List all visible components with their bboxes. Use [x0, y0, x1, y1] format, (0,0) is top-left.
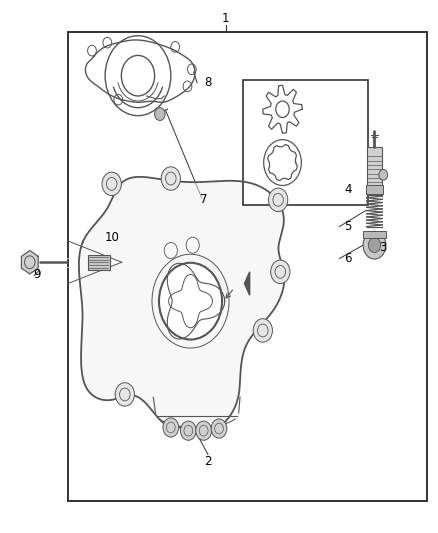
- Text: 6: 6: [344, 252, 352, 265]
- Polygon shape: [21, 251, 38, 274]
- Circle shape: [196, 421, 212, 440]
- Bar: [88, 255, 110, 270]
- Circle shape: [363, 231, 386, 259]
- Text: 7: 7: [200, 193, 208, 206]
- Bar: [366, 185, 383, 194]
- Text: 5: 5: [345, 220, 352, 233]
- Polygon shape: [79, 177, 284, 430]
- Circle shape: [163, 418, 179, 437]
- Text: 1: 1: [222, 12, 230, 25]
- Circle shape: [379, 169, 388, 180]
- Circle shape: [161, 167, 180, 190]
- Circle shape: [155, 108, 165, 120]
- Text: 3: 3: [380, 241, 387, 254]
- Text: 8: 8: [205, 76, 212, 89]
- Text: 2: 2: [204, 455, 212, 467]
- Circle shape: [211, 419, 227, 438]
- Circle shape: [115, 383, 134, 406]
- Circle shape: [159, 263, 222, 340]
- Circle shape: [102, 172, 121, 196]
- Bar: [243, 80, 368, 205]
- Bar: [367, 147, 382, 187]
- Bar: [68, 32, 427, 501]
- Text: 4: 4: [344, 183, 352, 196]
- Bar: [363, 231, 386, 238]
- Circle shape: [368, 238, 381, 253]
- Polygon shape: [244, 272, 250, 295]
- Text: 9: 9: [33, 268, 41, 281]
- Circle shape: [180, 421, 196, 440]
- Circle shape: [268, 188, 288, 212]
- Circle shape: [253, 319, 272, 342]
- Circle shape: [271, 260, 290, 284]
- Text: 10: 10: [104, 231, 119, 244]
